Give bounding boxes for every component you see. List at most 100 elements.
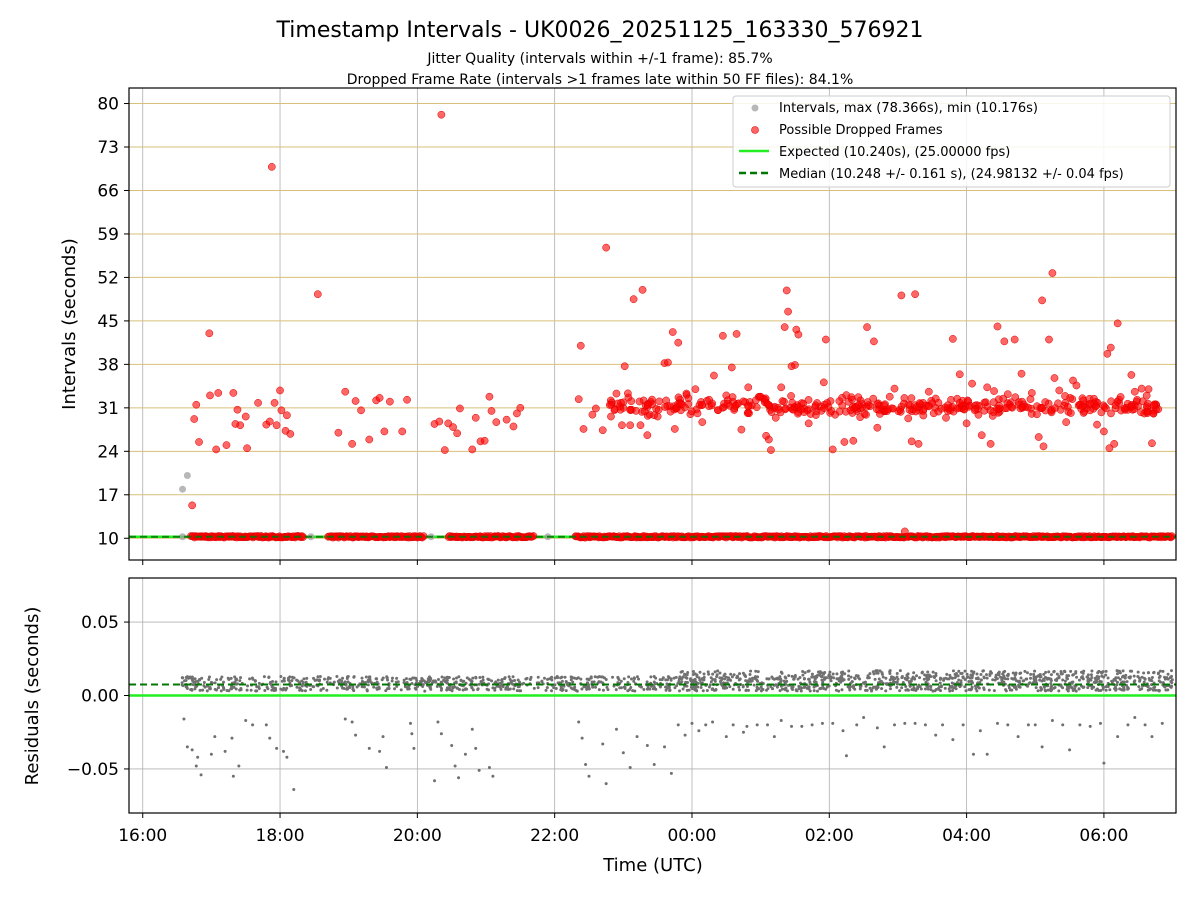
residual-point <box>1033 723 1037 727</box>
intervals-ticks: 10 17 24 31 38 45 52 59 66 73 80 <box>97 95 1105 565</box>
residual-point <box>963 685 967 689</box>
residual-point <box>810 672 814 676</box>
residual-point <box>700 681 704 685</box>
residual-point <box>675 684 679 688</box>
residual-point <box>1040 687 1044 691</box>
dropped-frame-point <box>579 425 588 433</box>
residual-point <box>635 675 639 679</box>
residual-point <box>709 680 713 684</box>
residual-point <box>1065 684 1069 688</box>
dropped-frame-point <box>763 400 772 409</box>
dropped-frame-point <box>737 425 746 434</box>
residual-point <box>516 678 520 682</box>
residual-point <box>976 677 980 681</box>
residual-point <box>585 685 589 689</box>
residual-point <box>571 680 575 684</box>
dropped-frame-point <box>900 527 909 536</box>
dropped-frame-point <box>774 405 783 414</box>
residual-point <box>494 680 498 684</box>
residual-point <box>683 672 687 676</box>
residual-point <box>191 683 195 687</box>
residual-point <box>1118 671 1122 675</box>
residual-point <box>987 688 991 692</box>
dropped-frame-point <box>286 430 295 438</box>
residual-point <box>550 689 554 693</box>
residual-point <box>934 679 938 683</box>
residual-point <box>185 685 189 689</box>
residual-point <box>230 684 234 688</box>
residual-point <box>743 673 747 677</box>
residual-point <box>1032 672 1036 676</box>
residual-point <box>225 688 229 692</box>
dropped-frame-point <box>574 395 583 403</box>
residual-point <box>509 679 513 683</box>
residual-point <box>251 723 255 727</box>
residual-point <box>399 688 403 692</box>
residual-point <box>828 670 832 674</box>
residual-point <box>1150 735 1154 739</box>
dropped-frame-point <box>626 421 635 430</box>
dropped-frame-point <box>698 418 707 426</box>
x-tick-label: 02:00 <box>805 826 854 846</box>
residual-point <box>385 675 389 679</box>
residual-point <box>820 721 824 725</box>
residual-point <box>628 765 632 769</box>
residual-point <box>229 687 233 691</box>
residual-point <box>1166 672 1170 676</box>
residual-point <box>511 682 515 686</box>
residual-point <box>959 679 963 683</box>
residual-point <box>511 675 515 679</box>
residual-point <box>341 686 345 690</box>
residual-point <box>1088 724 1092 728</box>
residuals-y-tick-label: −0.05 <box>67 760 119 780</box>
dropped-frame-point <box>357 406 365 415</box>
residual-point <box>664 688 668 692</box>
dropped-frame-point <box>698 401 706 409</box>
residual-point <box>782 679 786 683</box>
dropped-frame-point <box>222 441 231 449</box>
residual-point <box>614 727 618 731</box>
residual-point <box>790 674 794 678</box>
residual-point <box>410 732 414 736</box>
residual-point <box>951 689 955 693</box>
residual-point <box>816 673 820 677</box>
residual-point <box>875 669 879 673</box>
residual-point <box>485 687 489 691</box>
residual-point <box>209 752 213 756</box>
residual-point <box>193 687 197 691</box>
dropped-frame-point <box>643 431 652 440</box>
residual-point <box>1108 688 1112 692</box>
intervals-y-tick-label: 10 <box>97 529 119 549</box>
dropped-frame-point <box>880 401 889 410</box>
dropped-frame-point <box>265 417 274 426</box>
residual-point <box>507 675 511 679</box>
residual-point <box>691 669 695 673</box>
residual-point <box>967 680 971 684</box>
dropped-frame-point <box>995 404 1004 413</box>
dropped-frame-point <box>722 391 731 400</box>
residual-point <box>1121 669 1125 673</box>
residual-point <box>796 677 800 681</box>
dropped-frame-point <box>869 394 878 403</box>
residual-point <box>937 686 941 690</box>
residual-point <box>780 687 784 691</box>
residual-point <box>253 679 257 683</box>
residual-point <box>669 677 673 681</box>
dropped-frame-point <box>1093 420 1101 429</box>
dropped-frame-point <box>449 423 457 431</box>
residual-point <box>213 687 217 691</box>
residual-point <box>1130 669 1134 673</box>
residual-point <box>875 671 879 675</box>
dropped-frame-point <box>820 404 828 412</box>
residual-point <box>637 677 641 681</box>
residual-point <box>1160 721 1164 725</box>
residual-point <box>631 689 635 693</box>
residual-point <box>274 680 278 684</box>
residual-point <box>1170 674 1174 678</box>
residual-point <box>683 733 687 737</box>
residual-point <box>267 675 271 679</box>
residual-point <box>1148 678 1152 682</box>
dropped-frame-point <box>195 438 203 446</box>
residual-point <box>1017 679 1021 683</box>
